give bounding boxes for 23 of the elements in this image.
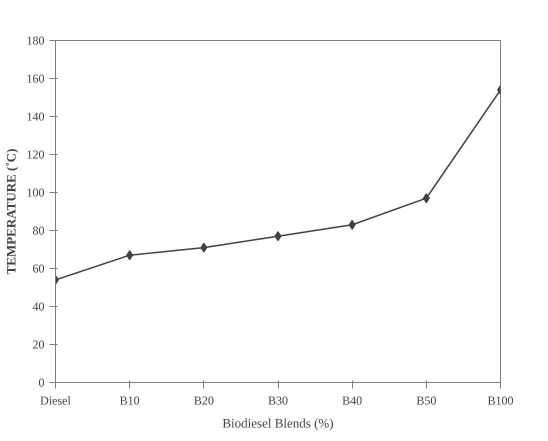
x-tick-label: B40 xyxy=(342,394,362,408)
x-tick-label: B30 xyxy=(268,394,288,408)
y-tick-label: 40 xyxy=(32,300,44,314)
y-tick-label: 0 xyxy=(38,376,44,390)
y-tick-label: 160 xyxy=(26,72,44,86)
point xyxy=(126,250,134,260)
y-tick-label: 180 xyxy=(26,34,44,48)
y-axis-title: TEMPERATURE (˚C) xyxy=(4,148,18,274)
x-tick-label: B20 xyxy=(194,394,214,408)
y-tick-label: 140 xyxy=(26,110,44,124)
point xyxy=(200,242,208,253)
y-tick-label: 20 xyxy=(32,338,44,352)
y-tick-label: 60 xyxy=(32,262,44,276)
x-tick-label: Diesel xyxy=(40,394,72,408)
x-tick-label: B10 xyxy=(120,394,140,408)
x-tick-label: B50 xyxy=(416,394,436,408)
point xyxy=(422,193,430,204)
y-tick-label: 120 xyxy=(26,148,44,162)
point xyxy=(348,220,356,230)
y-tick-label: 100 xyxy=(26,186,44,200)
y-tick-label: 80 xyxy=(32,224,44,238)
x-tick-label: B100 xyxy=(488,394,514,408)
x-axis-title: Biodiesel Blends (%) xyxy=(222,416,334,430)
